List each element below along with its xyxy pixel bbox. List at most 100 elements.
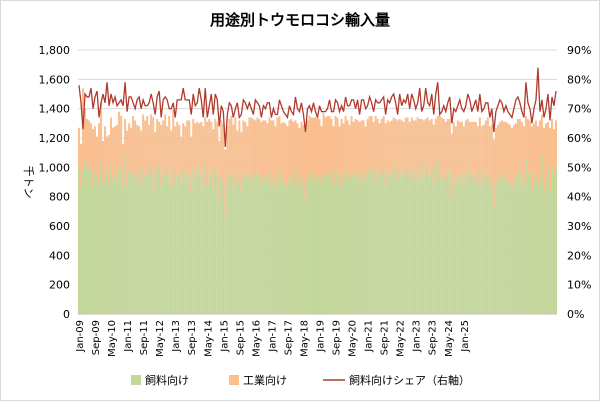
bar-industrial [292,121,295,184]
bar-feed [182,167,185,314]
bar-industrial [138,126,141,175]
bar-feed [120,167,123,314]
bar-industrial [270,120,273,185]
bar-industrial [314,117,317,178]
bar-industrial [100,102,103,162]
x-tick-label: Jan-25 [460,320,471,353]
bar-feed [102,182,105,314]
bar-industrial [298,127,301,187]
bar-industrial [164,114,167,168]
bar-industrial [284,123,287,185]
bar-industrial [278,116,281,169]
bar-feed [202,187,205,314]
bar-feed [240,190,243,314]
bar-industrial [328,116,331,171]
bar-feed [478,167,481,314]
bar-feed [292,183,295,314]
bar-feed [262,176,265,314]
bar-feed [192,167,195,314]
bar-feed [472,177,475,314]
bar-industrial [552,129,555,174]
bar-feed [538,179,541,314]
bar-feed [174,187,177,314]
bar-feed [322,174,325,314]
bar-industrial [112,127,115,180]
bar-industrial [246,126,249,182]
bar-feed [84,160,87,314]
bar-feed [522,187,525,314]
bar-feed [176,174,179,314]
bar-feed [210,170,213,314]
share-line [78,67,557,147]
bar-feed [116,177,119,314]
bar-feed [474,173,477,314]
bar-feed [470,182,473,314]
y2-tick-label: 80% [567,73,591,86]
bar-feed [548,190,551,314]
bar-industrial [376,118,379,174]
bar-industrial [546,121,549,168]
bar-industrial [498,121,501,174]
bar-feed [462,184,465,314]
bar-industrial [450,133,453,197]
bar-feed [286,187,289,314]
bar-feed [482,182,485,314]
bar-industrial [480,126,483,185]
bar-industrial [524,116,527,159]
bar-feed [110,165,113,314]
bar-feed [232,186,235,314]
bar-feed [414,179,417,314]
legend-label-feed: 飼料向け [145,373,189,387]
y-tick-label: 1,400 [39,103,71,116]
bar-industrial [406,117,409,168]
bar-industrial [238,120,241,184]
bar-industrial [322,113,325,175]
bar-feed [422,176,425,314]
bar-feed [386,173,389,314]
bar-industrial [208,118,211,177]
bar-industrial [340,118,343,175]
bar-feed [316,182,319,314]
bar-industrial [110,117,113,166]
bar-feed [504,177,507,314]
bar-industrial [80,143,83,188]
bar-feed [356,173,359,314]
bar-feed [134,179,137,314]
bar-industrial [462,126,465,185]
bar-feed [420,179,423,314]
bar-feed [314,177,317,314]
bar-industrial [310,117,313,180]
bar-industrial [312,117,315,172]
bar-industrial [476,126,479,185]
bar-feed [452,179,455,314]
bar-feed [98,186,101,314]
bar-feed [340,174,343,314]
bar-feed [114,173,117,314]
x-tick-label: Jan-09 [75,320,86,353]
bar-feed [506,182,509,314]
bar-industrial [354,118,357,178]
bar-feed [100,161,103,314]
bar-industrial [330,118,333,180]
bar-feed [532,182,535,314]
bar-industrial [390,120,393,171]
bar-feed [204,162,207,314]
bar-industrial [168,116,171,177]
bar-feed [364,182,367,314]
bar-industrial [394,118,397,174]
bar-industrial [186,120,189,174]
bar-feed [368,167,371,314]
bar-feed [178,176,181,314]
bar-industrial [78,127,81,168]
bar-industrial [478,117,481,168]
bar-feed [226,186,229,314]
bar-industrial [372,121,375,182]
bar-industrial [192,118,195,168]
bar-feed [224,220,227,314]
bar-industrial [240,132,243,191]
bar-feed [510,189,513,314]
bar-industrial [336,117,339,174]
bar-feed [426,173,429,314]
bar-feed [186,173,189,314]
